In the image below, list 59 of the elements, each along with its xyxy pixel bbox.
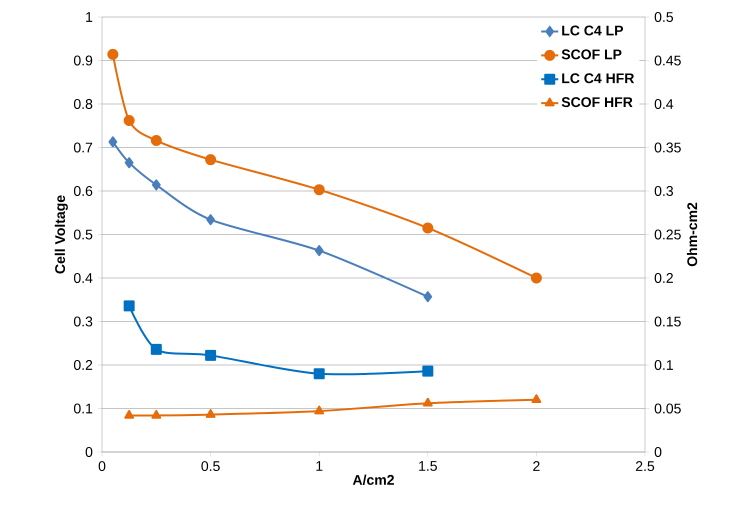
point <box>152 179 161 190</box>
x-tick-label: 2.5 <box>636 461 654 472</box>
x-axis-title: A/cm2 <box>352 474 394 486</box>
point <box>423 291 432 302</box>
point <box>532 394 542 404</box>
y-tick-label: 0.6 <box>74 186 92 196</box>
point <box>422 398 433 407</box>
x-tick-label: 1 <box>316 461 322 471</box>
point <box>206 214 215 226</box>
y2-tick-label: 0.1 <box>654 360 673 370</box>
point <box>206 409 216 418</box>
point <box>124 157 134 168</box>
x-tick-label: 0 <box>98 461 106 472</box>
y-tick-label: 0.1 <box>74 404 92 414</box>
point <box>150 344 162 355</box>
y-tick-label: 0.7 <box>74 142 92 152</box>
x-tick-label: 2 <box>533 461 540 471</box>
point <box>124 115 135 126</box>
legend-label: LC C4 HFR <box>562 73 634 84</box>
y-tick-label: 0.9 <box>74 56 92 66</box>
y-tick-label: 0.5 <box>74 230 92 240</box>
point <box>124 410 134 419</box>
point <box>314 406 324 414</box>
y-axis-title: Cell Voltage <box>54 195 68 274</box>
legend-label: SCOF HFR <box>562 97 633 108</box>
point <box>530 272 542 284</box>
y-tick-label: 0.3 <box>74 316 92 326</box>
y2-axis-title: Ohm-cm2 <box>686 202 698 266</box>
y2-tick-label: 0.3 <box>654 186 673 196</box>
y2-tick-label: 0.35 <box>654 142 681 152</box>
y2-tick-label: 0.45 <box>654 56 681 66</box>
point <box>205 350 216 361</box>
point <box>150 135 162 146</box>
point <box>314 245 324 256</box>
y-tick-label: 0 <box>86 447 92 457</box>
y2-tick-label: 0.05 <box>654 404 681 414</box>
point <box>422 366 434 377</box>
point <box>107 48 118 60</box>
y2-tick-label: 0.15 <box>654 316 681 326</box>
point <box>314 184 325 196</box>
y-tick-label: 0.2 <box>74 360 92 370</box>
y-tick-label: 1 <box>86 12 92 22</box>
y2-tick-label: 0.25 <box>654 230 681 240</box>
point <box>124 300 135 312</box>
y2-tick-label: 0.5 <box>654 12 674 22</box>
y2-tick-label: 0.4 <box>654 99 674 109</box>
y2-tick-label: 0.2 <box>654 273 673 283</box>
x-tick-label: 0.5 <box>201 461 220 472</box>
point <box>108 136 118 148</box>
y-tick-label: 0.4 <box>74 273 92 283</box>
point <box>422 222 434 234</box>
legend-label: SCOF LP <box>562 49 622 60</box>
point <box>205 154 216 166</box>
x-tick-label: 1.5 <box>419 461 437 471</box>
y2-tick-label: 0 <box>654 447 662 457</box>
point <box>314 368 325 380</box>
point <box>151 410 162 419</box>
y-tick-label: 0.8 <box>74 99 92 109</box>
legend-label: LC C4 LP <box>562 26 624 36</box>
